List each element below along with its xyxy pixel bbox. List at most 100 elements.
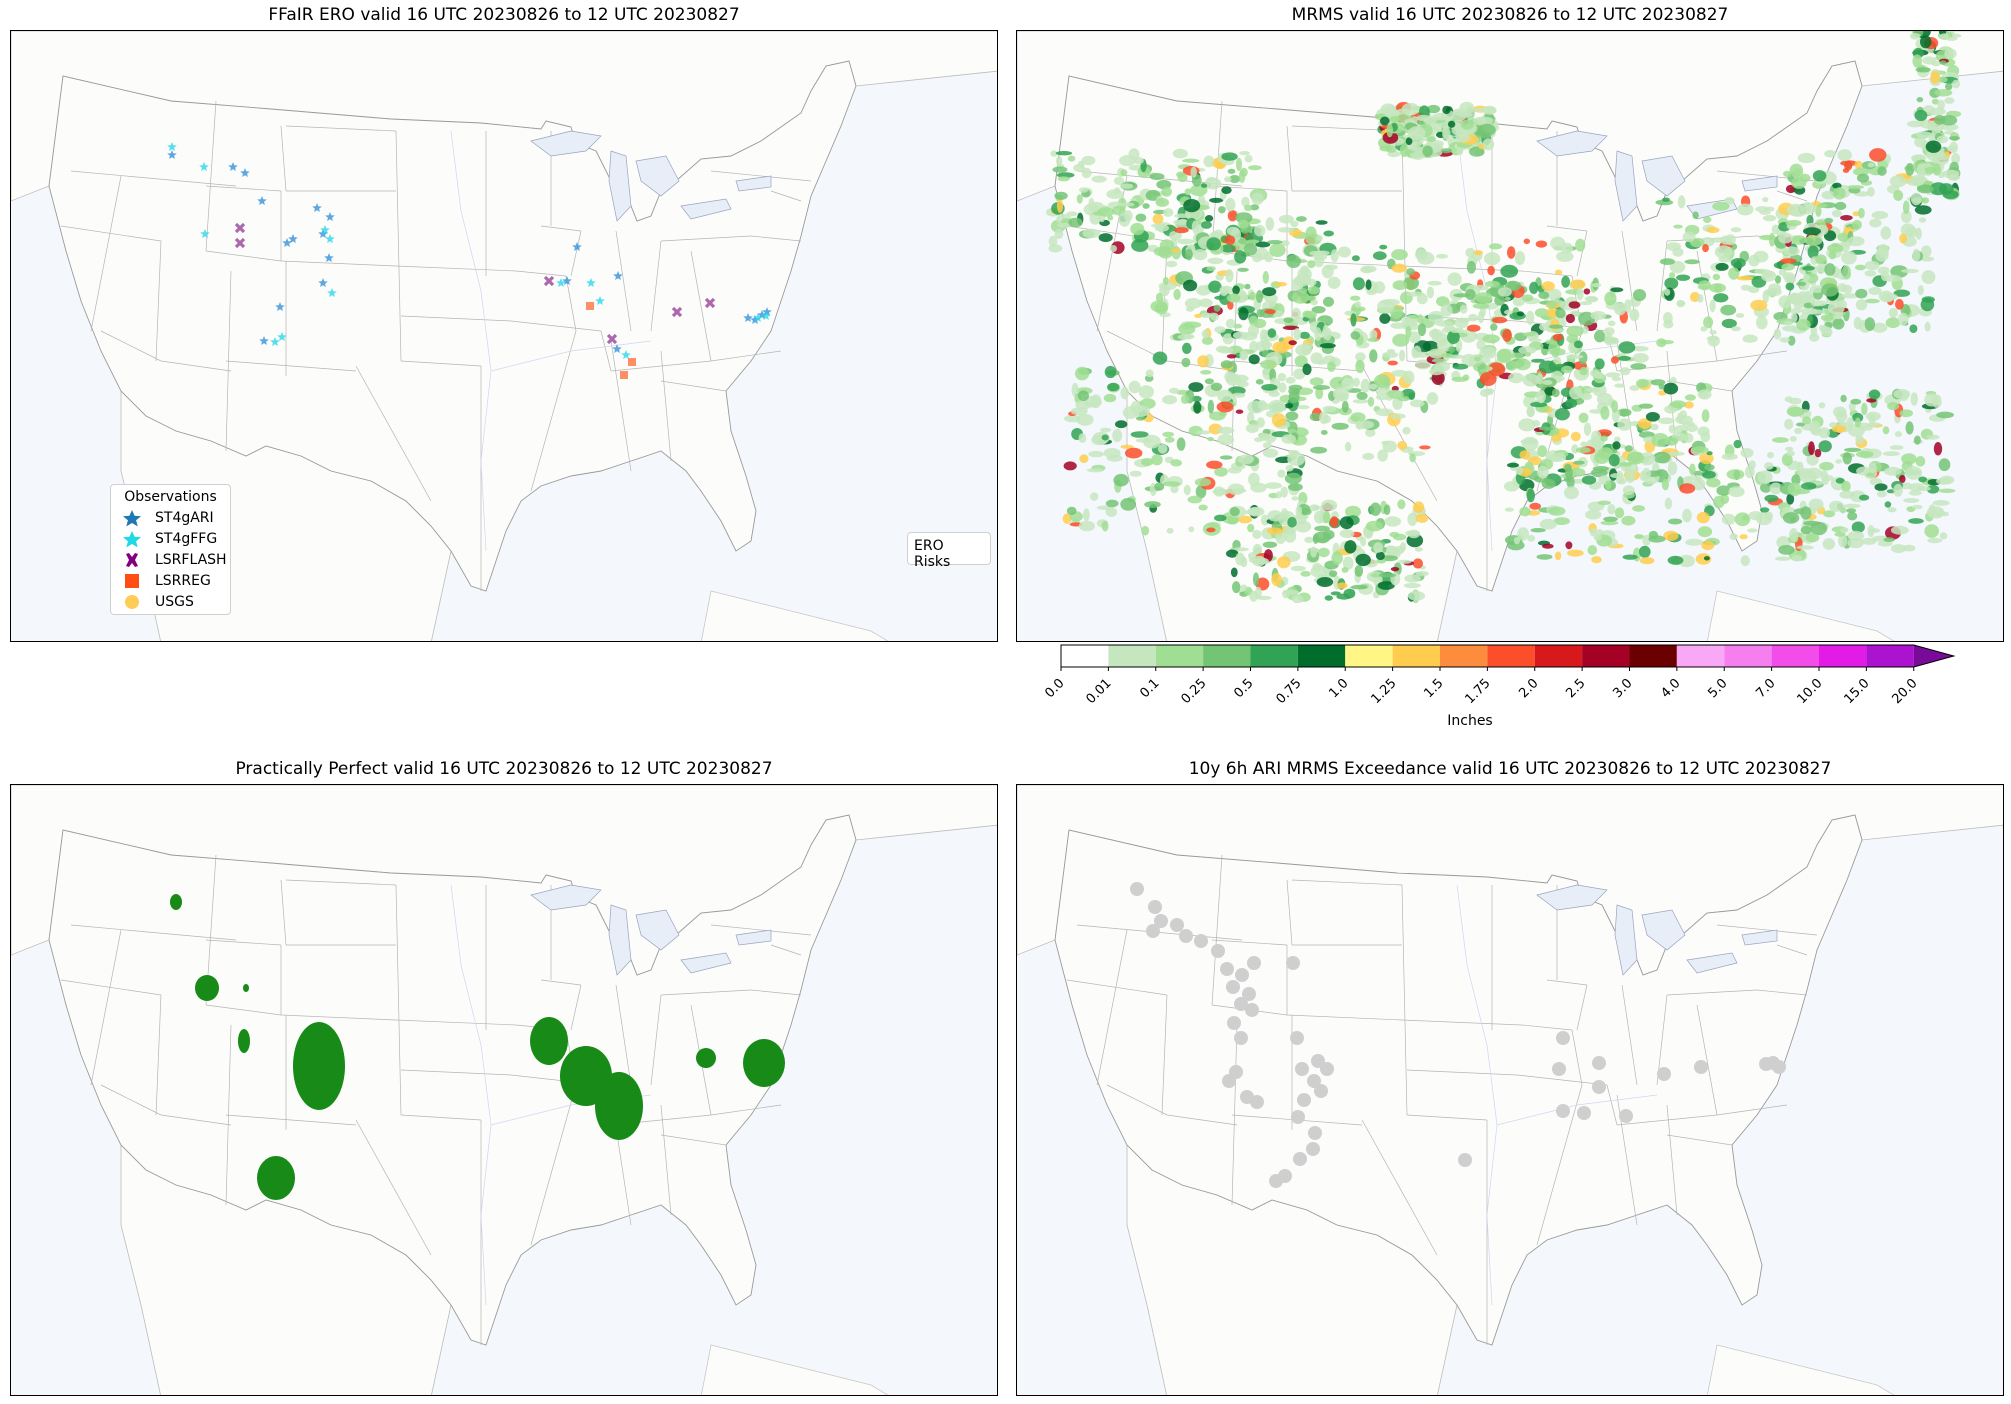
ari-exceedance-point (1592, 1056, 1606, 1070)
colorbar-label: Inches (1447, 713, 1493, 729)
basemap-ari (1017, 785, 2003, 1395)
colorbar-tick-label: 2.5 (1563, 676, 1589, 702)
precip-colorbar (1060, 644, 1956, 671)
st4gari-marker (572, 242, 582, 251)
basemap-pp (11, 785, 997, 1395)
colorbar-segment (1724, 645, 1772, 667)
st4gari-marker (743, 313, 753, 322)
lsrreg-marker (628, 358, 636, 366)
lsrflash-marker (234, 222, 246, 234)
ari-exceedance-point (1146, 924, 1160, 938)
ero-risks-legend-title: ERO Risks (914, 538, 951, 570)
st4gffg-marker (270, 337, 280, 346)
ari-exceedance-point (1619, 1109, 1633, 1123)
legend-label: ST4gFFG (155, 530, 218, 547)
ari-exceedance-point (1577, 1106, 1591, 1120)
lsrflash-marker (234, 237, 246, 249)
colorbar-segment (1203, 645, 1251, 667)
ari-exceedance-point (1245, 1003, 1259, 1017)
ari-exceedance-point (1297, 1093, 1311, 1107)
st4gari-marker (613, 271, 623, 280)
colorbar-segment (1061, 645, 1109, 667)
st4gffg-marker (327, 288, 337, 297)
colorbar-tick-label: 0.5 (1231, 676, 1258, 702)
colorbar-tick-label: 7.0 (1752, 676, 1779, 702)
ari-exceedance-point (1235, 968, 1249, 982)
practically-perfect-area (696, 1048, 716, 1068)
colorbar-tick-label: 0.01 (1083, 676, 1115, 708)
ari-exceedance-point (1290, 1031, 1304, 1045)
colorbar-segment (1818, 645, 1867, 667)
ero-risks-legend: ERO Risks (907, 532, 991, 570)
legend-item-lsrreg: LSRREG (111, 570, 230, 591)
legend-item-lsrflash: LSRFLASH (111, 549, 230, 570)
ari-exceedance-point (1311, 1054, 1325, 1068)
ari-exceedance-point (1130, 882, 1144, 896)
st4gari-marker (275, 302, 285, 311)
practically-perfect-area (257, 1156, 295, 1200)
st4gari-marker (750, 315, 760, 324)
st4gffg-marker (325, 234, 335, 243)
st4gffg-marker (753, 313, 763, 322)
colorbar-segment (1676, 645, 1725, 667)
st4gari-marker (762, 307, 772, 316)
ari-exceedance-point (1556, 1031, 1570, 1045)
lsrflash-marker (606, 333, 618, 345)
lsrreg-marker (620, 371, 628, 379)
colorbar-extend-arrow (1913, 645, 1954, 667)
ari-exceedance-point (1293, 1152, 1307, 1166)
map-mrms (1016, 30, 2004, 642)
legend-label: USGS (155, 593, 194, 610)
practically-perfect-area (743, 1039, 785, 1087)
colorbar-segment (1582, 645, 1630, 667)
st4gffg-marker (320, 225, 330, 234)
practically-perfect-area (238, 1029, 250, 1053)
colorbar-segment (1392, 645, 1440, 667)
colorbar-segment (1629, 645, 1677, 667)
colorbar-tick-label: 15.0 (1841, 676, 1873, 708)
ari-exceedance-point (1170, 918, 1184, 932)
st4gffg-marker (761, 311, 771, 320)
ari-exceedance-point (1307, 1074, 1321, 1088)
basemap-mrms (1017, 31, 2003, 641)
observations-legend-title: Observations (124, 489, 217, 505)
colorbar-tick-label: 5.0 (1705, 676, 1731, 702)
lsrflash-marker (543, 275, 555, 287)
legend-item-st4gari: ST4gARI (111, 507, 230, 528)
ari-exceedance-point (1552, 1062, 1566, 1076)
ari-exceedance-point (1320, 1062, 1334, 1076)
ari-exceedance-point (1250, 1095, 1264, 1109)
colorbar-segment (1297, 645, 1346, 667)
st4gari-marker (240, 168, 250, 177)
st4gari-marker (312, 203, 322, 212)
colorbar-segment (1155, 645, 1204, 667)
st4gari-marker (282, 238, 292, 247)
legend-label: LSRFLASH (155, 551, 227, 568)
ari-exceedance-point (1286, 956, 1300, 970)
colorbar-segment (1771, 645, 1819, 667)
colorbar-tick-label: 20.0 (1889, 676, 1921, 708)
panel-title-mrms: MRMS valid 16 UTC 20230826 to 12 UTC 202… (1291, 5, 1729, 25)
panel-title-ero: FFaIR ERO valid 16 UTC 20230826 to 12 UT… (268, 5, 740, 25)
practically-perfect-area (195, 975, 219, 1001)
lsrflash-marker (704, 297, 716, 309)
practically-perfect-area (293, 1022, 345, 1110)
ari-exceedance-point (1220, 962, 1234, 976)
colorbar-tick-label: 0.1 (1137, 676, 1163, 702)
st4gari-marker (325, 212, 335, 221)
colorbar-segment (1250, 645, 1298, 667)
panel-title-pp: Practically Perfect valid 16 UTC 2023082… (235, 759, 773, 779)
colorbar-segment (1439, 645, 1488, 667)
colorbar-segment (1534, 645, 1583, 667)
colorbar-tick-label: 0.75 (1273, 676, 1305, 708)
st4gari-marker (257, 196, 267, 205)
colorbar-tick-label: 0.0 (1042, 676, 1068, 702)
colorbar-tick-label: 1.25 (1368, 676, 1400, 708)
circle-icon (125, 594, 139, 609)
colorbar-tick-label: 4.0 (1658, 676, 1684, 702)
ari-exceedance-point (1592, 1080, 1606, 1094)
practically-perfect-area (595, 1072, 643, 1140)
ari-exceedance-point (1556, 1104, 1570, 1118)
ari-exceedance-point (1308, 1126, 1322, 1140)
st4gffg-marker (556, 278, 566, 287)
